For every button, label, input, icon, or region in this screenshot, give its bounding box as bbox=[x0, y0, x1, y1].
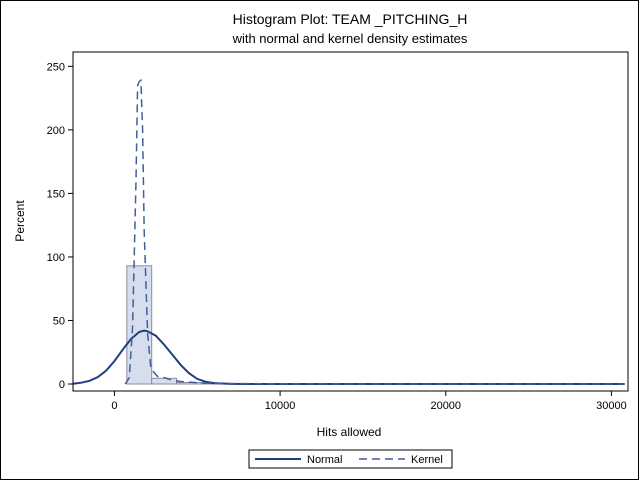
kernel-density-curve bbox=[124, 78, 625, 385]
x-tick-label: 30000 bbox=[596, 400, 627, 412]
plot-frame bbox=[72, 51, 629, 392]
y-tick-label: 50 bbox=[53, 315, 65, 327]
x-tick-label: 0 bbox=[111, 400, 117, 412]
chart-title: Histogram Plot: TEAM _PITCHING_H bbox=[233, 11, 468, 27]
y-axis-label: Percent bbox=[13, 200, 27, 242]
legend: Normal Kernel bbox=[248, 449, 453, 469]
y-tick-label: 0 bbox=[59, 379, 65, 391]
x-tick-label: 10000 bbox=[265, 400, 296, 412]
legend-box bbox=[248, 449, 453, 469]
x-axis-label: Hits allowed bbox=[317, 425, 382, 439]
legend-label-kernel: Kernel bbox=[411, 454, 443, 466]
x-tick-label: 20000 bbox=[430, 400, 461, 412]
histogram-bar-2 bbox=[151, 377, 178, 385]
plot-area: 0 50 100 150 200 250 0 10000 20000 30000 bbox=[47, 51, 629, 412]
chart-subtitle: with normal and kernel density estimates bbox=[232, 31, 468, 46]
y-tick-label: 200 bbox=[47, 125, 65, 137]
y-tick-label: 100 bbox=[47, 252, 65, 264]
legend-label-normal: Normal bbox=[307, 454, 342, 466]
y-tick-label: 250 bbox=[47, 61, 65, 73]
y-tick-label: 150 bbox=[47, 188, 65, 200]
